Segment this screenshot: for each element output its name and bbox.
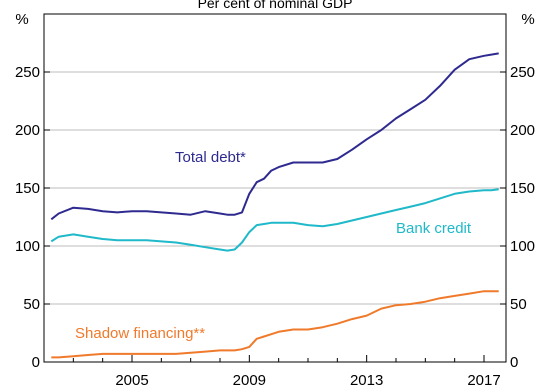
y-tick-label-right: 150 bbox=[510, 180, 535, 197]
y-tick-label-right: 50 bbox=[510, 296, 527, 313]
series-label-shadow-financing: Shadow financing** bbox=[75, 325, 205, 342]
y-tick-label-left: 200 bbox=[15, 122, 40, 139]
y-tick-label-left: 0 bbox=[32, 354, 40, 371]
y-tick-label-right: 0 bbox=[510, 354, 518, 371]
x-tick-label: 2005 bbox=[115, 372, 148, 389]
line-shadow-financing bbox=[51, 290, 499, 359]
gridlines bbox=[44, 71, 506, 305]
line-bank-credit bbox=[50, 188, 499, 252]
y-tick-label-left: 150 bbox=[15, 180, 40, 197]
y-unit-right: % bbox=[521, 11, 534, 28]
series-label-bank-credit: Bank credit bbox=[396, 220, 472, 237]
x-tick-label: 2017 bbox=[467, 372, 500, 389]
y-tick-label-left: 250 bbox=[15, 64, 40, 81]
x-tick-label: 2013 bbox=[350, 372, 383, 389]
y-tick-label-right: 200 bbox=[510, 122, 535, 139]
y-tick-label-left: 100 bbox=[15, 238, 40, 255]
axes: 0 0 50 50 100 100 150 150 200 200 250 250 2005 2009 20… bbox=[15, 13, 535, 389]
y-tick-label-right: 250 bbox=[510, 64, 535, 81]
x-tick-label: 2009 bbox=[233, 372, 266, 389]
line-total-debt bbox=[50, 52, 499, 221]
y-unit-left: % bbox=[15, 11, 28, 28]
y-tick-label-right: 100 bbox=[510, 238, 535, 255]
chart-title: Per cent of nominal GDP bbox=[198, 0, 353, 11]
series-lines bbox=[50, 52, 499, 359]
series-label-total-debt: Total debt* bbox=[175, 149, 246, 166]
y-tick-label-left: 50 bbox=[23, 296, 40, 313]
